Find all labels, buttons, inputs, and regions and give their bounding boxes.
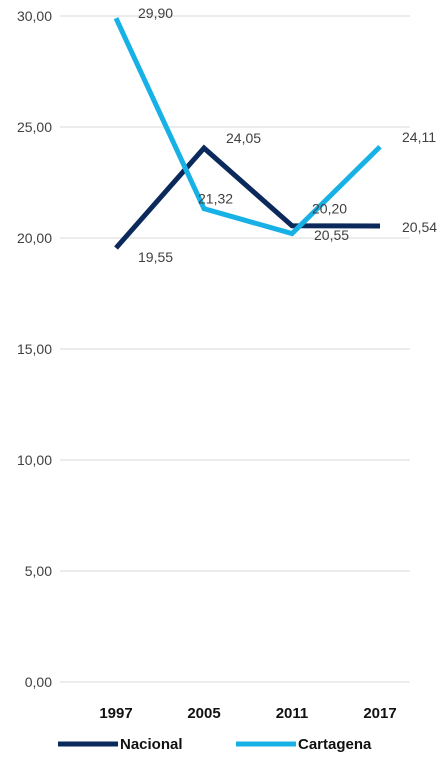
series-lines xyxy=(113,17,382,250)
legend-label: Cartagena xyxy=(298,736,372,753)
legend: Nacional Cartagena xyxy=(58,736,372,753)
data-label: 19,55 xyxy=(138,249,173,265)
data-label: 21,32 xyxy=(198,191,233,207)
series-line-cartagena xyxy=(113,17,382,237)
y-tick-label: 5,00 xyxy=(25,563,52,579)
y-tick-label: 10,00 xyxy=(17,452,52,468)
x-tick-label: 2017 xyxy=(363,705,396,722)
data-label: 20,20 xyxy=(312,201,347,217)
x-tick-label: 2011 xyxy=(276,705,309,722)
data-labels: 19,55 24,05 20,55 20,54 29,90 21,32 20,20 24,11 xyxy=(138,5,437,265)
y-tick-label: 15,00 xyxy=(17,341,52,357)
y-tick-label: 25,00 xyxy=(17,119,52,135)
data-label: 24,11 xyxy=(402,129,436,145)
data-label: 20,54 xyxy=(402,219,437,235)
y-tick-label: 20,00 xyxy=(17,230,52,246)
data-label: 20,55 xyxy=(314,227,349,243)
series-line-nacional xyxy=(114,144,381,250)
legend-label: Nacional xyxy=(120,736,183,753)
y-tick-label: 30,00 xyxy=(17,8,52,24)
x-tick-label: 2005 xyxy=(187,705,220,722)
data-label: 29,90 xyxy=(138,5,173,21)
y-tick-label: 0,00 xyxy=(25,674,52,690)
gridlines xyxy=(60,15,410,683)
y-axis: 0,00 5,00 10,00 15,00 20,00 25,00 30,00 xyxy=(17,8,52,690)
data-label: 24,05 xyxy=(226,130,261,146)
x-tick-label: 1997 xyxy=(99,705,132,722)
x-axis: 1997 2005 2011 2017 xyxy=(99,705,396,722)
